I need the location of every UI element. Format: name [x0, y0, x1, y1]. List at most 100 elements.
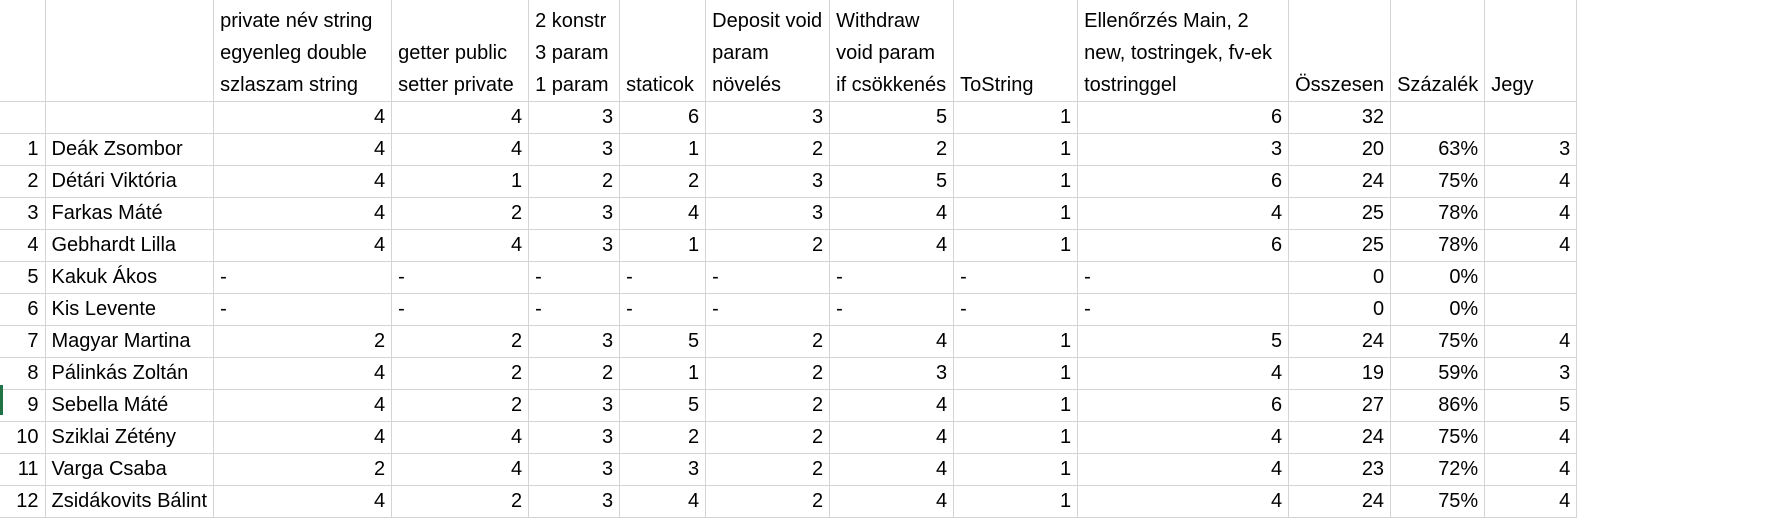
cell-deposit[interactable]: 2: [705, 389, 831, 422]
cell-student-name[interactable]: Gebhardt Lilla: [45, 229, 215, 262]
cell-student-name[interactable]: Détári Viktória: [45, 165, 215, 198]
cell-grade[interactable]: 4: [1484, 421, 1578, 454]
cell-getter-setter[interactable]: -: [391, 293, 530, 326]
cell-grade[interactable]: [1484, 261, 1578, 294]
cell-student-name[interactable]: [45, 0, 215, 102]
cell-row-number[interactable]: 8: [0, 357, 46, 390]
cell-percent[interactable]: 63%: [1390, 133, 1486, 166]
cell-fields[interactable]: 2: [213, 453, 393, 486]
cell-student-name[interactable]: Deák Zsombor: [45, 133, 215, 166]
cell-tostring[interactable]: -: [953, 261, 1079, 294]
cell-row-number[interactable]: [0, 101, 46, 134]
cell-constructors[interactable]: 3: [528, 197, 621, 230]
cell-constructors[interactable]: -: [528, 261, 621, 294]
cell-total[interactable]: 24: [1288, 485, 1392, 518]
cell-tostring[interactable]: 1: [953, 453, 1079, 486]
cell-deposit[interactable]: 3: [705, 165, 831, 198]
cell-row-number[interactable]: 9: [0, 389, 46, 422]
cell-grade[interactable]: [1484, 101, 1578, 134]
cell-row-number[interactable]: 4: [0, 229, 46, 262]
cell-withdraw[interactable]: 5: [829, 101, 955, 134]
cell-row-number[interactable]: 1: [0, 133, 46, 166]
cell-statics[interactable]: 1: [619, 229, 707, 262]
cell-statics[interactable]: -: [619, 261, 707, 294]
cell-getter-setter[interactable]: 1: [391, 165, 530, 198]
cell-student-name[interactable]: Magyar Martina: [45, 325, 215, 358]
cell-grade[interactable]: Jegy: [1484, 0, 1578, 102]
cell-deposit[interactable]: 2: [705, 325, 831, 358]
cell-student-name[interactable]: Kakuk Ákos: [45, 261, 215, 294]
cell-statics[interactable]: 5: [619, 325, 707, 358]
cell-tostring[interactable]: -: [953, 293, 1079, 326]
cell-getter-setter[interactable]: 2: [391, 325, 530, 358]
cell-deposit[interactable]: 3: [705, 197, 831, 230]
cell-total[interactable]: 24: [1288, 421, 1392, 454]
cell-statics[interactable]: 1: [619, 357, 707, 390]
cell-check-main[interactable]: 6: [1077, 101, 1290, 134]
cell-tostring[interactable]: 1: [953, 101, 1079, 134]
cell-fields[interactable]: private név string egyenleg double szlas…: [213, 0, 393, 102]
cell-student-name[interactable]: Sebella Máté: [45, 389, 215, 422]
cell-fields[interactable]: 4: [213, 133, 393, 166]
cell-tostring[interactable]: 1: [953, 357, 1079, 390]
cell-constructors[interactable]: 2 konstr 3 param 1 param: [528, 0, 621, 102]
cell-grade[interactable]: 4: [1484, 453, 1578, 486]
cell-statics[interactable]: 1: [619, 133, 707, 166]
cell-percent[interactable]: 72%: [1390, 453, 1486, 486]
cell-withdraw[interactable]: 3: [829, 357, 955, 390]
cell-fields[interactable]: 4: [213, 389, 393, 422]
cell-withdraw[interactable]: -: [829, 261, 955, 294]
cell-check-main[interactable]: 3: [1077, 133, 1290, 166]
cell-grade[interactable]: 3: [1484, 357, 1578, 390]
cell-deposit[interactable]: 2: [705, 453, 831, 486]
cell-row-number[interactable]: 10: [0, 421, 46, 454]
cell-row-number[interactable]: 3: [0, 197, 46, 230]
cell-check-main[interactable]: 4: [1077, 197, 1290, 230]
cell-constructors[interactable]: 3: [528, 389, 621, 422]
cell-student-name[interactable]: Zsidákovits Bálint: [45, 485, 215, 518]
cell-getter-setter[interactable]: 2: [391, 485, 530, 518]
cell-row-number[interactable]: 7: [0, 325, 46, 358]
cell-deposit[interactable]: 2: [705, 421, 831, 454]
cell-withdraw[interactable]: Withdraw void param if csökkenés: [829, 0, 955, 102]
cell-tostring[interactable]: 1: [953, 421, 1079, 454]
cell-total[interactable]: 25: [1288, 229, 1392, 262]
cell-fields[interactable]: -: [213, 261, 393, 294]
cell-withdraw[interactable]: 2: [829, 133, 955, 166]
cell-tostring[interactable]: 1: [953, 165, 1079, 198]
cell-constructors[interactable]: 3: [528, 325, 621, 358]
cell-statics[interactable]: -: [619, 293, 707, 326]
cell-tostring[interactable]: 1: [953, 485, 1079, 518]
cell-percent[interactable]: 0%: [1390, 293, 1486, 326]
cell-deposit[interactable]: Deposit void param növelés: [705, 0, 831, 102]
cell-tostring[interactable]: 1: [953, 197, 1079, 230]
cell-deposit[interactable]: 2: [705, 485, 831, 518]
cell-statics[interactable]: staticok: [619, 0, 707, 102]
cell-fields[interactable]: 4: [213, 101, 393, 134]
cell-total[interactable]: 23: [1288, 453, 1392, 486]
cell-withdraw[interactable]: 4: [829, 197, 955, 230]
cell-fields[interactable]: 2: [213, 325, 393, 358]
cell-withdraw[interactable]: -: [829, 293, 955, 326]
cell-percent[interactable]: 78%: [1390, 197, 1486, 230]
cell-percent[interactable]: 86%: [1390, 389, 1486, 422]
cell-withdraw[interactable]: 5: [829, 165, 955, 198]
cell-total[interactable]: 27: [1288, 389, 1392, 422]
cell-statics[interactable]: 5: [619, 389, 707, 422]
cell-constructors[interactable]: 3: [528, 101, 621, 134]
cell-row-number[interactable]: 11: [0, 453, 46, 486]
cell-total[interactable]: 0: [1288, 261, 1392, 294]
cell-row-number[interactable]: 2: [0, 165, 46, 198]
cell-constructors[interactable]: -: [528, 293, 621, 326]
cell-check-main[interactable]: 4: [1077, 453, 1290, 486]
cell-withdraw[interactable]: 4: [829, 485, 955, 518]
cell-check-main[interactable]: 4: [1077, 421, 1290, 454]
cell-getter-setter[interactable]: 4: [391, 229, 530, 262]
cell-withdraw[interactable]: 4: [829, 389, 955, 422]
cell-row-number[interactable]: 5: [0, 261, 46, 294]
cell-constructors[interactable]: 3: [528, 421, 621, 454]
cell-deposit[interactable]: 2: [705, 229, 831, 262]
cell-check-main[interactable]: 6: [1077, 165, 1290, 198]
cell-constructors[interactable]: 3: [528, 133, 621, 166]
cell-student-name[interactable]: Sziklai Zétény: [45, 421, 215, 454]
